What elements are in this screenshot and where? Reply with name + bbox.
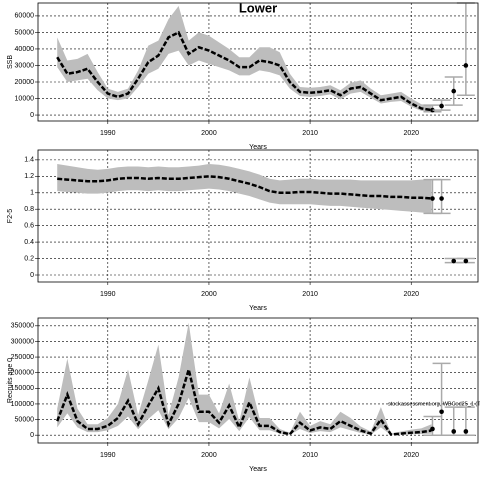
estimate-line [56, 30, 432, 112]
y-tick-label: 1 [30, 190, 34, 197]
y-tick-label: 30000 [15, 62, 35, 69]
point [463, 63, 469, 68]
y-tick-label: 0.8 [24, 206, 34, 213]
y-axis-label: F2-5 [7, 209, 14, 224]
y-tick-label: 50000 [15, 416, 35, 423]
confidence-band [57, 322, 432, 436]
y-tick-label: 100000 [11, 401, 34, 408]
x-axis-label: Years [249, 466, 267, 473]
y-tick-label: 1.4 [24, 157, 34, 164]
y-tick-label: 0.6 [24, 223, 34, 230]
y-tick-label: 150000 [11, 385, 34, 392]
x-tick-label: 2020 [403, 291, 419, 298]
y-axis-label: Recruits age 0 [7, 358, 14, 403]
y-tick-label: 60000 [15, 13, 35, 20]
x-tick-label: 2020 [403, 452, 419, 459]
y-tick-label: 0 [30, 272, 34, 279]
plot-frame [37, 2, 479, 122]
y-tick-label: 0.2 [24, 255, 34, 262]
confidence-band [57, 5, 432, 112]
x-tick-label: 2000 [201, 452, 217, 459]
x-tick-label: 2010 [302, 291, 318, 298]
y-tick-label: 350000 [11, 323, 34, 330]
y-tick-label: 1.2 [24, 173, 34, 180]
y-tick-label: 40000 [15, 46, 35, 53]
x-axis-label: Years [249, 305, 267, 312]
y-axis-label: SSB [7, 55, 14, 69]
point [439, 196, 444, 201]
plot-frame [37, 149, 479, 283]
y-tick-label: 200000 [11, 370, 34, 377]
x-tick-label: 1990 [100, 291, 116, 298]
point [430, 107, 435, 113]
y-tick-label: 50000 [15, 29, 35, 36]
point [430, 426, 435, 432]
point [451, 88, 457, 94]
y-tick-label: 0 [30, 432, 34, 439]
x-tick-label: 1990 [100, 452, 116, 459]
point [463, 258, 469, 264]
x-tick-label: 1990 [100, 130, 116, 137]
annotation: stockassessment.org, WBCod25_1 (T2 [388, 401, 480, 407]
point [430, 196, 435, 201]
y-tick-label: 250000 [11, 354, 34, 361]
point [463, 429, 469, 434]
estimate-line [56, 364, 432, 436]
y-tick-label: 0.4 [24, 239, 34, 246]
y-tick-label: 20000 [15, 79, 35, 86]
y-tick-label: 10000 [15, 95, 35, 102]
x-tick-label: 2010 [302, 130, 318, 137]
point [451, 258, 457, 264]
chart-title: Lower [239, 0, 277, 15]
point [451, 429, 457, 434]
x-tick-label: 2020 [403, 130, 419, 137]
point [439, 409, 444, 415]
x-tick-label: 2000 [201, 130, 217, 137]
x-axis-label: Years [249, 144, 267, 151]
y-tick-label: 0 [30, 112, 34, 119]
x-tick-label: 2010 [302, 452, 318, 459]
confidence-band [57, 163, 432, 214]
point [439, 103, 444, 109]
plot-frame [37, 317, 479, 444]
x-tick-label: 2000 [201, 291, 217, 298]
y-tick-label: 300000 [11, 338, 34, 345]
